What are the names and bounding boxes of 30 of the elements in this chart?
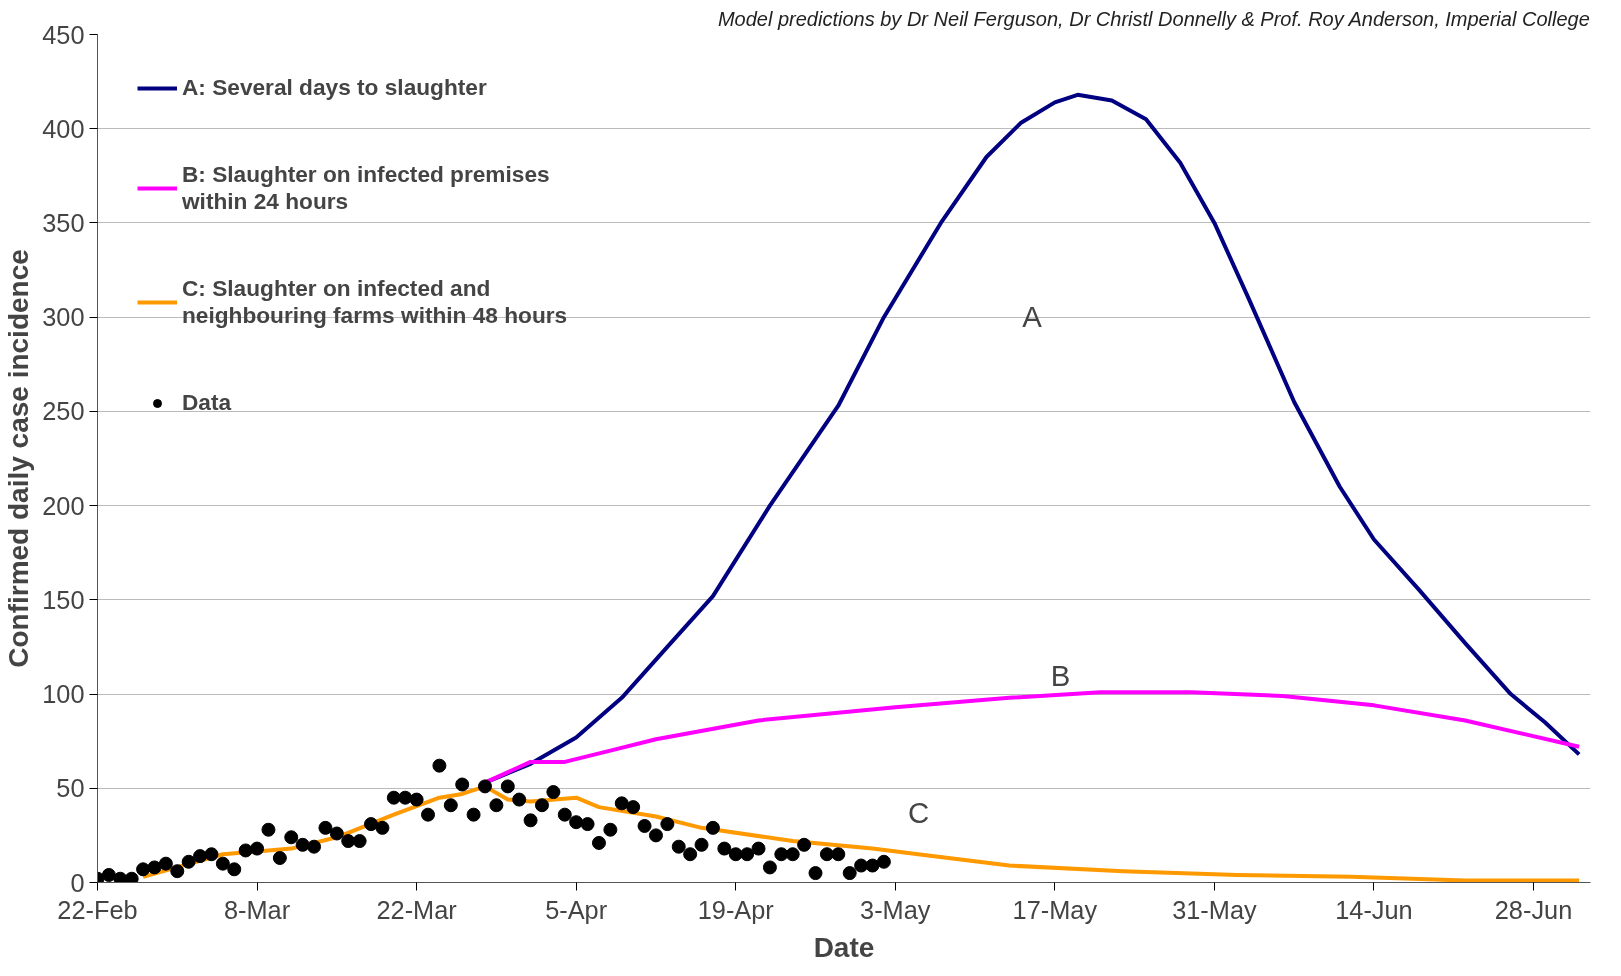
y-tick-label: 400 bbox=[42, 114, 85, 143]
y-tick-label: 250 bbox=[42, 397, 85, 426]
legend-label: C: Slaughter on infected and neighbouring farms within 48 hours bbox=[182, 275, 568, 329]
x-tick-label: 31-May bbox=[1172, 895, 1257, 924]
chart-title: Model predictions by Dr Neil Ferguson, Dr Christl Donnelly & Prof. Roy Anderson, Imperial College bbox=[717, 7, 1590, 30]
x-tick-label: 3-May bbox=[860, 895, 931, 924]
annotation: C bbox=[908, 796, 930, 830]
y-tick-label: 150 bbox=[42, 585, 85, 614]
x-tick-label: 22-Feb bbox=[57, 895, 138, 924]
legend-label: A: Several days to slaughter bbox=[182, 74, 487, 101]
x-axis-title: Date bbox=[813, 931, 875, 963]
y-tick-label: 100 bbox=[42, 680, 85, 709]
legend-label: Data bbox=[182, 389, 232, 416]
x-tick-label: 14-Jun bbox=[1335, 895, 1413, 924]
annotation: B bbox=[1050, 659, 1071, 693]
y-tick-label: 0 bbox=[70, 868, 85, 897]
x-tick-label: 17-May bbox=[1012, 895, 1098, 924]
x-tick-label: 5-Apr bbox=[545, 895, 608, 924]
y-tick-label: 50 bbox=[56, 774, 85, 803]
y-tick-label: 300 bbox=[42, 303, 85, 332]
y-tick-label: 350 bbox=[42, 208, 85, 237]
legend-label: B: Slaughter on infected premises within 24 hours bbox=[182, 161, 550, 215]
x-tick-label: 8-Mar bbox=[223, 895, 291, 924]
y-tick-label: 200 bbox=[42, 491, 85, 520]
x-tick-label: 28-Jun bbox=[1494, 895, 1573, 924]
x-tick-label: 19-Apr bbox=[697, 895, 775, 924]
y-axis-title: Confirmed daily case incidence bbox=[3, 249, 35, 668]
annotation: A bbox=[1022, 300, 1043, 334]
x-tick-label: 22-Mar bbox=[376, 895, 458, 924]
y-tick-label: 450 bbox=[42, 20, 85, 49]
